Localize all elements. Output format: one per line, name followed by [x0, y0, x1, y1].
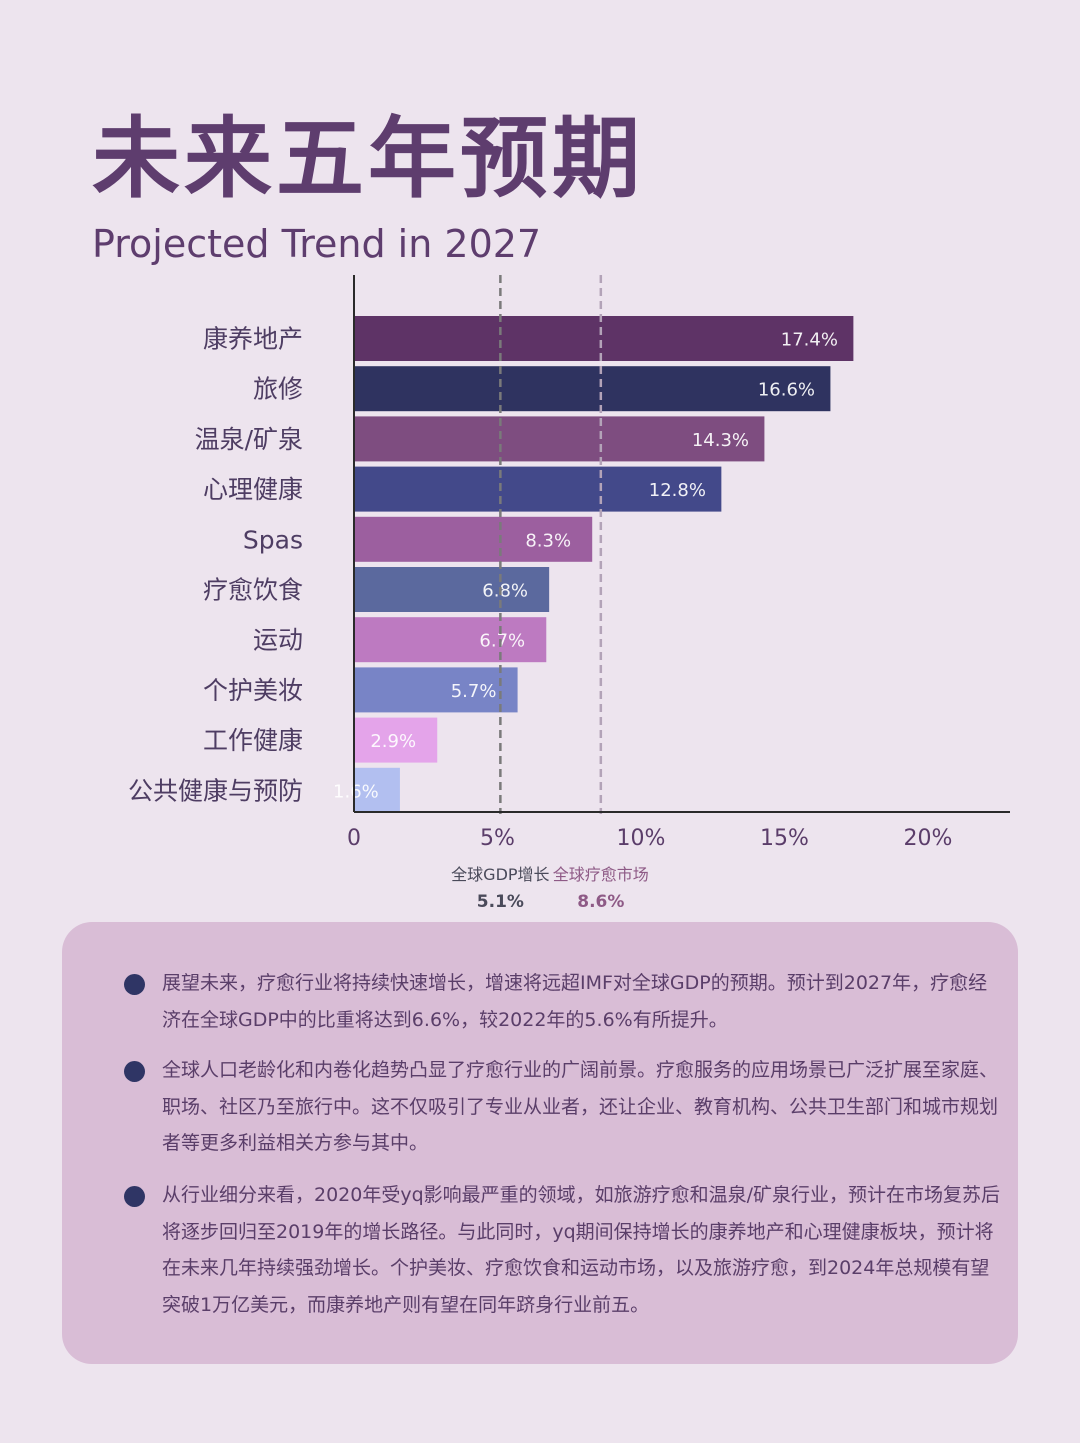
x-tick-label-2: 5%: [480, 826, 515, 851]
bar-2: [354, 366, 831, 412]
bar-8: [354, 667, 518, 713]
category-label-10: 公共健康与预防: [128, 776, 303, 805]
bar-9: [354, 717, 438, 763]
category-label-8: 个护美妆: [203, 676, 303, 705]
value-label-9: 2.9%: [370, 731, 416, 752]
reference-line-label-1: 全球GDP增长: [451, 865, 549, 884]
category-label-5: Spas: [243, 525, 303, 554]
x-tick-label-4: 15%: [760, 826, 809, 851]
value-label-3: 14.3%: [692, 430, 749, 451]
bar-1: [354, 316, 854, 361]
value-label-7: 6.7%: [479, 631, 525, 652]
notes-panel: 展望未来，疗愈行业将持续快速增长，增速将远超IMF对全球GDP的预期。预计到20…: [62, 922, 1018, 1364]
x-tick-label-3: 10%: [617, 826, 666, 851]
note-text-3: 从行业细分来看，2020年受yq影响最严重的领域，如旅游疗愈和温泉/矿泉行业，预…: [162, 1184, 1001, 1316]
bar-5: [354, 516, 593, 562]
bullet-icon: [124, 974, 145, 995]
note-item-2: 全球人口老龄化和内卷化趋势凸显了疗愈行业的广阔前景。疗愈服务的应用场景已广泛扩展…: [124, 1052, 1002, 1162]
reference-line-label-2: 全球疗愈市场: [553, 865, 649, 884]
bar-3: [354, 416, 765, 462]
category-label-2: 旅修: [253, 375, 303, 404]
axes-layer: 0 5% 10% 15% 20%: [347, 275, 1010, 851]
category-label-4: 心理健康: [203, 475, 303, 504]
note-text-2: 全球人口老龄化和内卷化趋势凸显了疗愈行业的广阔前景。疗愈服务的应用场景已广泛扩展…: [162, 1059, 999, 1154]
bar-6: [354, 567, 550, 612]
value-label-10: 1.6%: [333, 781, 379, 802]
value-label-5: 8.3%: [525, 530, 571, 551]
value-label-8: 5.7%: [451, 681, 497, 702]
note-item-1: 展望未来，疗愈行业将持续快速增长，增速将远超IMF对全球GDP的预期。预计到20…: [124, 965, 1002, 1038]
bullet-icon: [124, 1061, 145, 1082]
category-label-1: 康养地产: [203, 325, 303, 354]
value-label-4: 12.8%: [649, 480, 706, 501]
note-text-1: 展望未来，疗愈行业将持续快速增长，增速将远超IMF对全球GDP的预期。预计到20…: [162, 972, 988, 1031]
reference-line-value-1: 5.1%: [477, 892, 524, 912]
category-label-6: 疗愈饮食: [203, 576, 303, 605]
x-tick-label-5: 20%: [904, 826, 953, 851]
bar-7: [354, 617, 547, 663]
value-label-2: 16.6%: [758, 380, 815, 401]
page-title: 未来五年预期: [92, 107, 645, 210]
bars-layer: 康养地产 17.4% 旅修 16.6% 温泉/矿泉 14.3% 心理健康 12.8% Spas 8…: [128, 316, 854, 813]
page-subtitle: Projected Trend in 2027: [92, 222, 542, 266]
reference-line-value-2: 8.6%: [577, 892, 624, 912]
x-tick-label-1: 0: [347, 826, 361, 851]
bar-4: [354, 466, 722, 512]
category-label-9: 工作健康: [203, 726, 303, 755]
bar-10: [354, 767, 400, 813]
bullet-icon: [124, 1186, 145, 1207]
category-label-3: 温泉/矿泉: [195, 425, 303, 454]
category-label-7: 运动: [253, 626, 303, 655]
reference-lines-layer: 全球GDP增长 5.1% 全球疗愈市场 8.6%: [451, 275, 649, 912]
bar-chart: 康养地产 17.4% 旅修 16.6% 温泉/矿泉 14.3% 心理健康 12.8% Spas 8…: [128, 275, 1010, 912]
note-item-3: 从行业细分来看，2020年受yq影响最严重的领域，如旅游疗愈和温泉/矿泉行业，预…: [124, 1177, 1002, 1323]
value-label-6: 6.8%: [482, 581, 528, 602]
value-label-1: 17.4%: [781, 330, 838, 351]
